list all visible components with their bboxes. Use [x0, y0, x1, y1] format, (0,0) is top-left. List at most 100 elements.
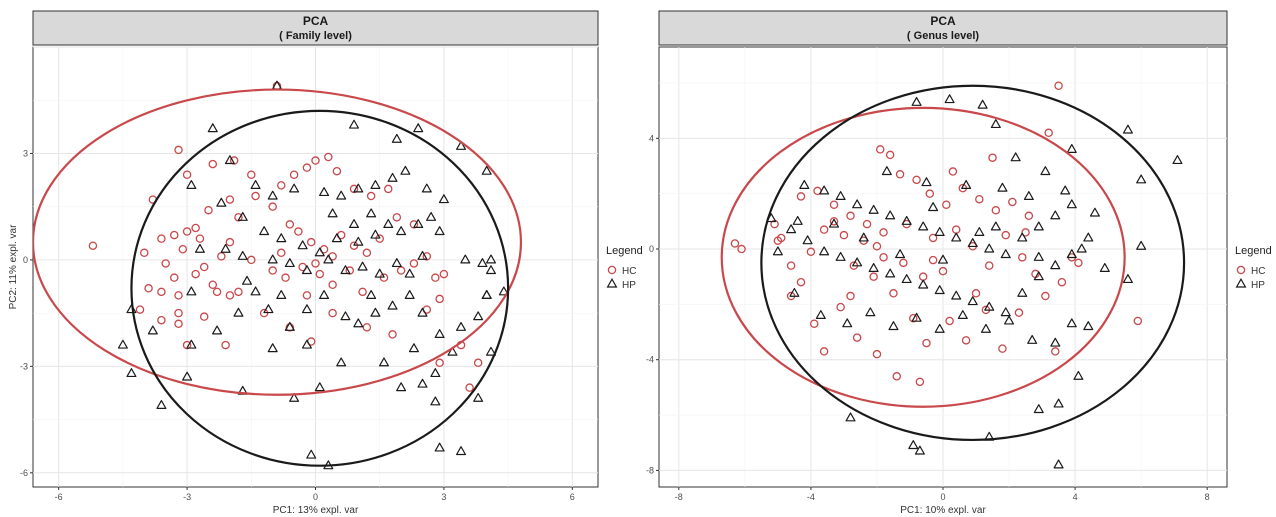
hp-point: [789, 287, 800, 297]
hc-point: [349, 184, 359, 194]
hp-point: [289, 392, 300, 402]
hc-point: [912, 175, 921, 185]
hc-ellipse: [33, 88, 522, 396]
y-axis-title: PC2: 11% expl. var: [8, 224, 19, 310]
hp-point: [237, 250, 248, 260]
hp-point: [1060, 185, 1071, 195]
hc-point: [885, 150, 895, 160]
hp-point: [417, 307, 428, 317]
hc-point: [938, 266, 948, 276]
hp-point: [250, 179, 261, 189]
hc-point: [895, 170, 905, 179]
hc-point: [975, 194, 984, 204]
hc-point: [182, 340, 192, 350]
hp-point: [417, 378, 428, 388]
hc-point: [809, 319, 819, 328]
hc-point: [988, 153, 997, 162]
hp-point: [997, 182, 1008, 192]
hp-point: [126, 368, 137, 378]
hp-point: [353, 318, 364, 328]
x-tick-label: -4: [807, 492, 815, 502]
hc-point: [174, 319, 183, 329]
hp-point: [417, 250, 428, 260]
hc-point: [311, 156, 320, 165]
hp-point: [301, 339, 312, 349]
hp-point: [156, 399, 167, 409]
hc-point: [225, 195, 235, 204]
hc-ellipse: [720, 106, 1126, 408]
hp-point: [1000, 249, 1011, 259]
hp-point: [1050, 260, 1061, 270]
hc-point: [199, 312, 209, 321]
hp-point: [400, 165, 411, 175]
hc-point: [384, 184, 393, 194]
hc-point: [161, 259, 170, 268]
hc-point: [289, 170, 299, 179]
panel-subtitle: ( Genus level): [907, 30, 979, 42]
hp-point: [980, 323, 991, 333]
hc-point: [212, 287, 222, 297]
hp-point: [901, 215, 912, 225]
hp-point: [1010, 152, 1021, 162]
hp-point: [284, 258, 295, 268]
hp-point: [434, 442, 445, 452]
hp-point: [323, 254, 334, 264]
hp-point: [370, 307, 381, 317]
hc-point: [388, 330, 397, 339]
panel-strip: [658, 10, 1228, 46]
hc-point: [277, 181, 286, 190]
hp-point: [951, 232, 962, 242]
hp-point: [961, 179, 972, 189]
hp-point: [1076, 243, 1087, 253]
hp-point: [1033, 271, 1044, 281]
hp-point: [772, 246, 783, 256]
hc-point: [1074, 258, 1083, 268]
hp-point: [1033, 251, 1044, 261]
hp-point: [921, 177, 932, 187]
hc-point: [315, 269, 325, 279]
hp-point: [186, 179, 197, 189]
hp-point: [378, 357, 390, 367]
hp-point: [430, 368, 441, 378]
hc-point: [302, 163, 312, 172]
hp-point: [216, 197, 227, 207]
hc-point: [819, 347, 829, 356]
hc-point: [796, 192, 806, 201]
hp-point: [327, 208, 338, 218]
hc-point: [879, 228, 888, 237]
hp-point: [186, 339, 197, 349]
hc-point: [157, 315, 166, 325]
hc-point: [1041, 291, 1050, 301]
hp-point: [911, 312, 922, 322]
hp-point: [220, 243, 231, 253]
legend-hp-icon: [606, 277, 618, 288]
hp-point: [934, 227, 945, 236]
hc-point: [961, 336, 971, 345]
hp-point: [430, 396, 441, 406]
hc-point: [234, 287, 243, 297]
hc-point: [984, 261, 994, 270]
hp-point: [426, 211, 437, 221]
hc-point: [328, 280, 337, 289]
hp-point: [819, 246, 830, 256]
hc-point: [191, 223, 200, 233]
hp-point: [241, 275, 253, 285]
hp-point: [1023, 191, 1034, 201]
hp-point: [194, 243, 205, 253]
hp-point: [1066, 318, 1077, 328]
hp-point: [799, 179, 810, 189]
hc-point: [431, 273, 440, 282]
hc-point: [157, 234, 166, 243]
hc-point: [1024, 211, 1034, 221]
hc-point: [366, 191, 376, 201]
hc-point: [730, 239, 740, 248]
hp-point: [284, 321, 295, 331]
hc-point: [422, 252, 432, 261]
hc-point: [928, 233, 938, 243]
hc-point: [892, 372, 902, 381]
hp-point: [212, 325, 223, 335]
hc-point: [991, 206, 1001, 215]
hc-point: [909, 313, 918, 323]
hc-point: [281, 273, 290, 282]
hc-point: [135, 305, 145, 314]
